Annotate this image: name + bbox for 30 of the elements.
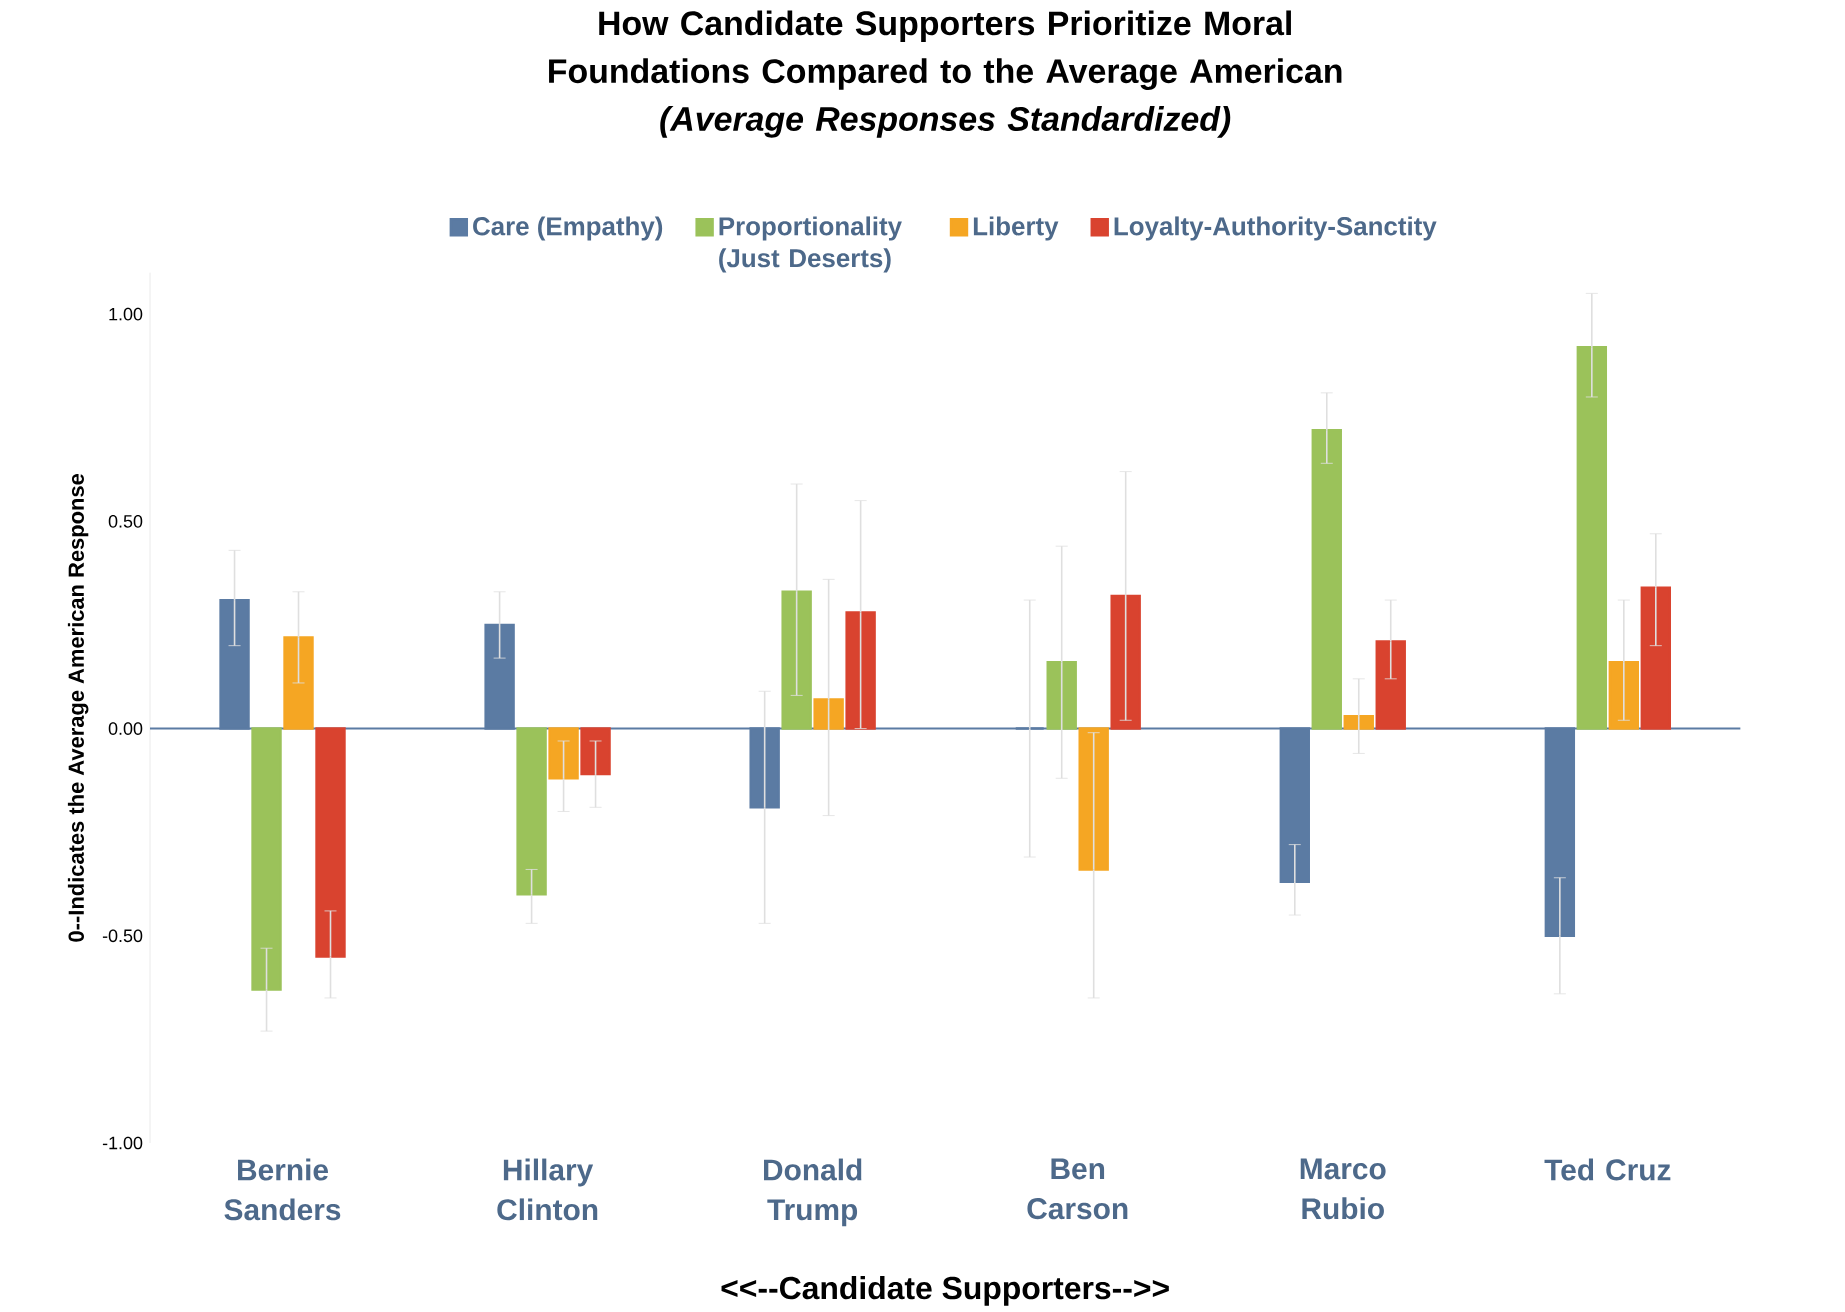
y-tick-label: -0.50 [102,929,143,942]
bar [1311,428,1342,730]
y-tick-label: 0.00 [108,722,143,735]
x-tick-label: Donald Trump [764,1158,862,1227]
legend-label: Care (Empathy) [473,216,663,241]
x-axis-title: <<--Candidate Supporters-->> [721,1275,1169,1306]
bar [516,727,547,896]
y-axis-title: 0--Indicates the Average American Response [67,473,89,942]
x-tick-label: Marco Rubio [1300,1158,1386,1220]
legend-label: Liberty [973,216,1059,241]
legend-label: Loyalty-Authority-Sanctity [1114,216,1437,241]
legend-label: Proportionality (Just Deserts) [719,216,902,273]
x-tick-label: Bernie Sanders [224,1158,341,1221]
chart-title: How Candidate Supporters Prioritize Moral Foundations Compared to the Average American [549,10,1342,90]
chart-subtitle: (Average Responses Standardized) [660,105,1231,138]
x-tick-label: Ben Carson [1027,1158,1128,1220]
bar [1343,714,1374,730]
bar [1640,586,1671,730]
bar [315,727,346,958]
x-tick-label: Hillary Clinton [497,1158,598,1221]
y-tick-label: 0.50 [108,514,143,528]
bar [1046,660,1077,730]
bar [813,698,844,730]
y-tick-label: -1.00 [102,1136,143,1150]
bar [283,636,314,730]
y-tick-label: 1.00 [109,307,143,321]
bar [1375,640,1406,730]
bar [1576,345,1608,730]
x-tick-label: Ted Cruz [1544,1158,1671,1181]
bar [251,727,282,991]
